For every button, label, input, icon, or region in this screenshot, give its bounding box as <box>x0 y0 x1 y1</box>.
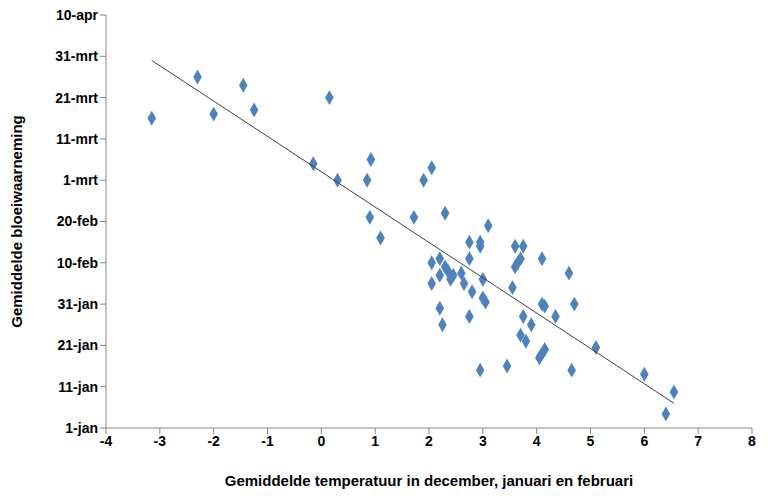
svg-text:3: 3 <box>479 433 487 449</box>
svg-text:0: 0 <box>317 433 325 449</box>
svg-text:Gemiddelde temperatuur in dece: Gemiddelde temperatuur in december, janu… <box>225 472 633 489</box>
svg-text:1-mrt: 1-mrt <box>63 172 98 188</box>
svg-text:31-mrt: 31-mrt <box>55 48 98 64</box>
svg-text:5: 5 <box>587 433 595 449</box>
svg-text:1: 1 <box>371 433 379 449</box>
svg-text:4: 4 <box>533 433 541 449</box>
svg-text:-3: -3 <box>154 433 167 449</box>
svg-text:31-jan: 31-jan <box>58 296 98 312</box>
svg-text:7: 7 <box>694 433 702 449</box>
svg-text:-1: -1 <box>261 433 274 449</box>
svg-text:21-jan: 21-jan <box>58 337 98 353</box>
svg-text:20-feb: 20-feb <box>57 213 98 229</box>
svg-text:11-jan: 11-jan <box>58 379 98 395</box>
svg-text:1-jan: 1-jan <box>65 420 98 436</box>
svg-text:8: 8 <box>748 433 756 449</box>
svg-text:10-feb: 10-feb <box>57 255 98 271</box>
svg-text:-4: -4 <box>100 433 113 449</box>
svg-text:6: 6 <box>640 433 648 449</box>
svg-text:11-mrt: 11-mrt <box>56 131 98 147</box>
svg-text:10-apr: 10-apr <box>56 8 99 23</box>
svg-text:21-mrt: 21-mrt <box>55 90 98 106</box>
svg-text:Gemiddelde bloeiwaarneming: Gemiddelde bloeiwaarneming <box>8 115 25 328</box>
svg-text:2: 2 <box>425 433 433 449</box>
svg-text:-2: -2 <box>207 433 220 449</box>
